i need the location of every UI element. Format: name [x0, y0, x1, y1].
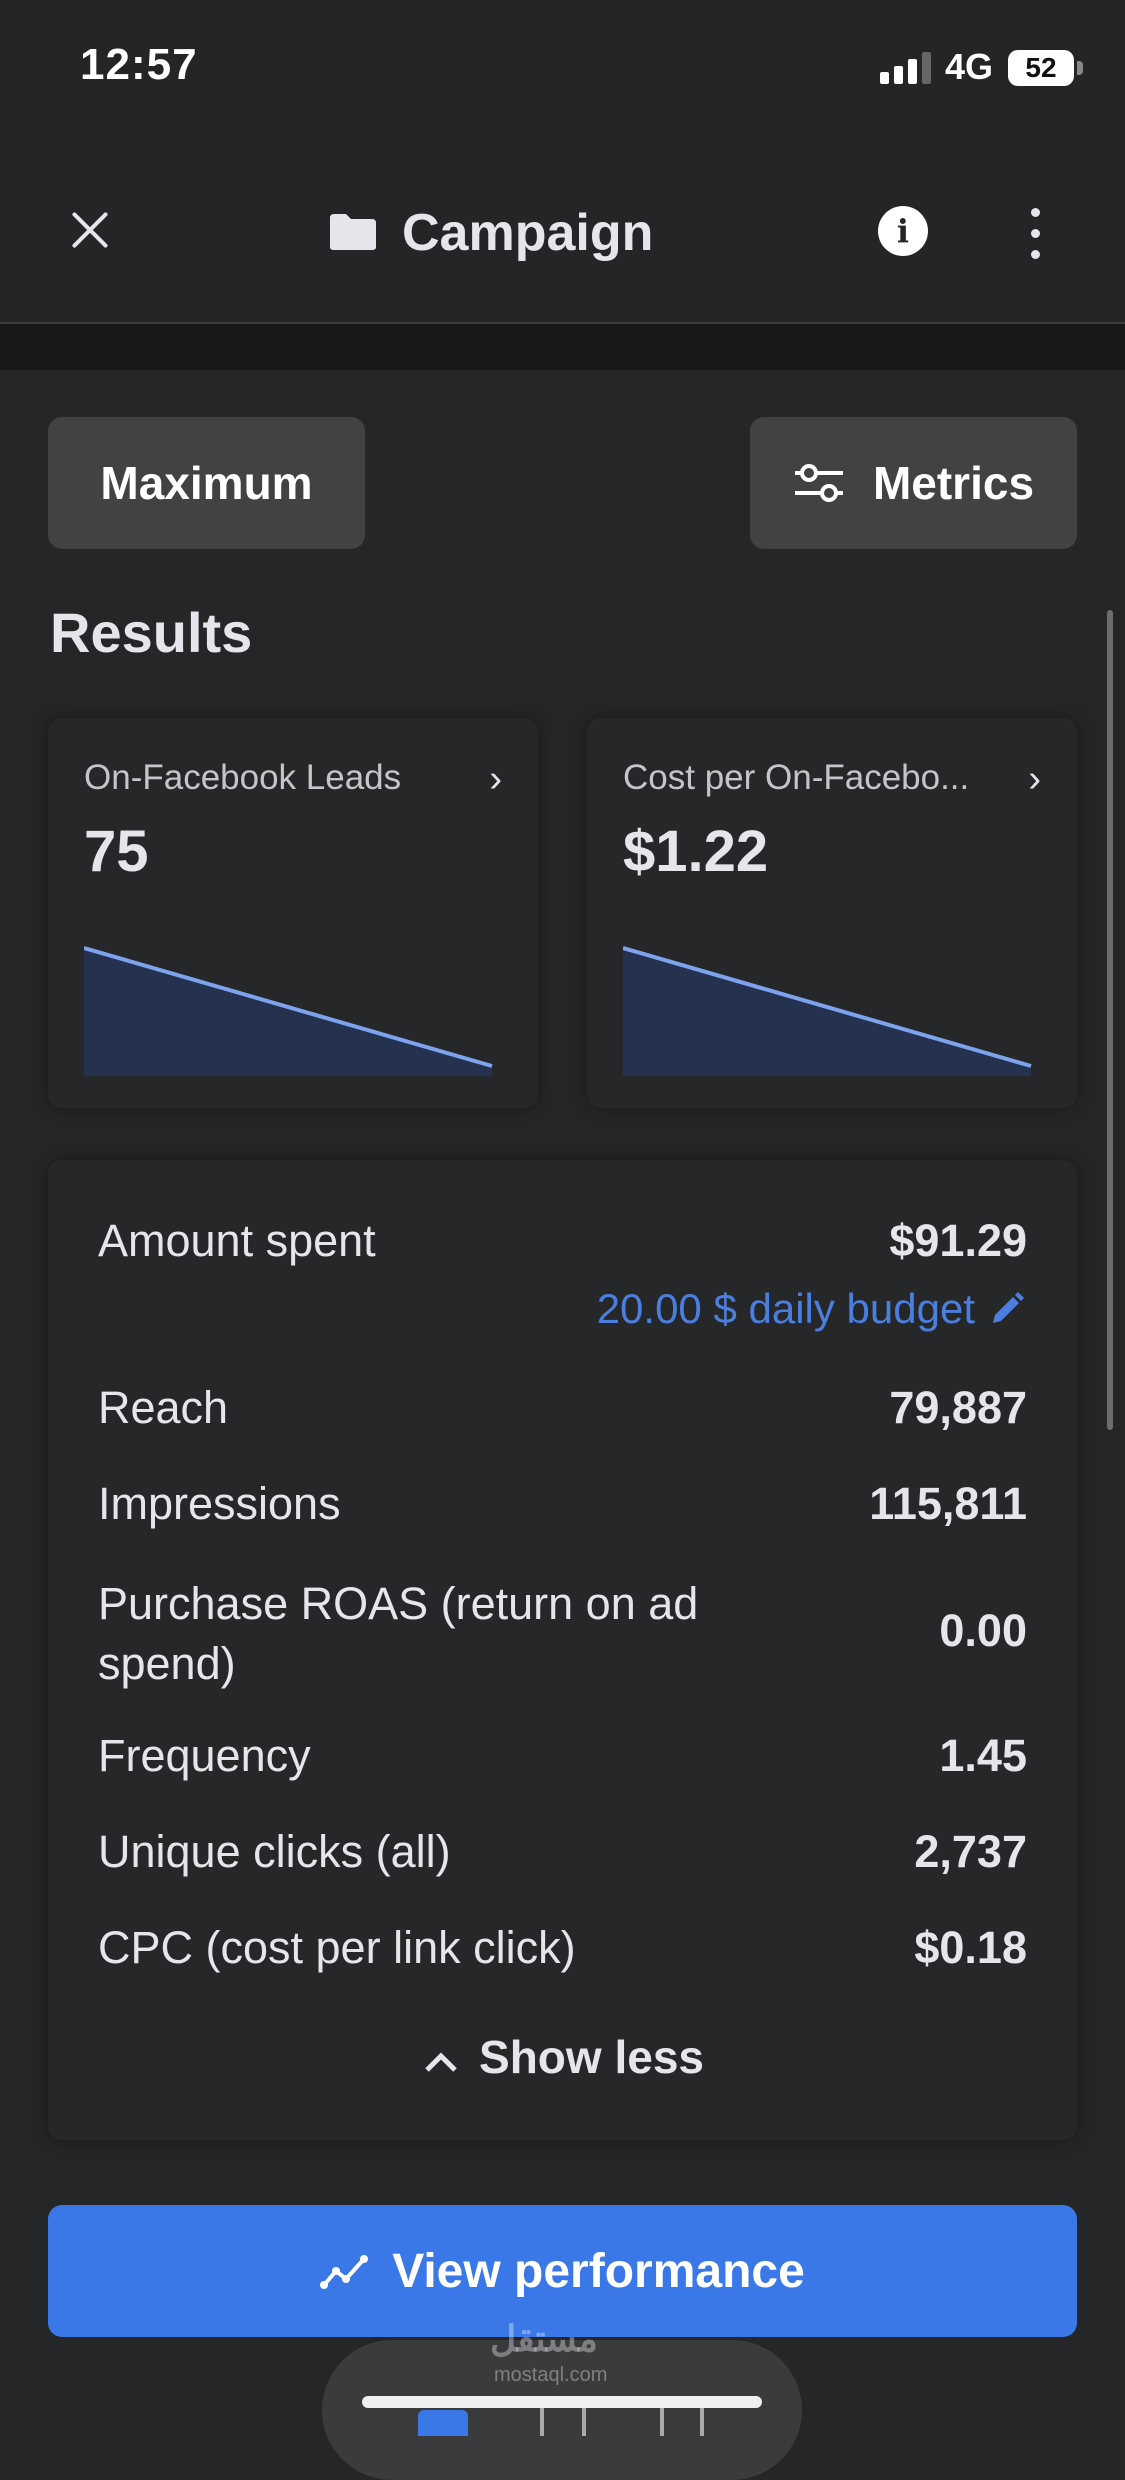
- info-icon[interactable]: i: [878, 206, 928, 256]
- daily-budget-link[interactable]: 20.00 $ daily budget: [597, 1285, 1027, 1333]
- tab-active-icon[interactable]: [418, 2410, 468, 2436]
- chevron-right-icon: ›: [1028, 758, 1041, 800]
- date-range-button[interactable]: Maximum: [48, 417, 365, 549]
- chevron-up-icon: [425, 2052, 457, 2072]
- status-bar: 12:57 4G 52: [0, 0, 1125, 140]
- section-divider: [0, 324, 1125, 370]
- frequency-value: 1.45: [939, 1730, 1027, 1781]
- trend-line-icon: [320, 2255, 369, 2289]
- pencil-icon: [993, 1292, 1024, 1323]
- close-icon[interactable]: [60, 202, 120, 262]
- status-time: 12:57: [80, 40, 198, 89]
- home-indicator: [362, 2396, 762, 2408]
- sparkline-chart: [623, 946, 1032, 1076]
- metric-card-cost-per-lead[interactable]: Cost per On-Facebo... › $1.22: [587, 718, 1077, 1108]
- cpc-value: $0.18: [914, 1922, 1027, 1973]
- scrollbar[interactable]: [1107, 610, 1113, 1430]
- sparkline-area: [623, 948, 1031, 1076]
- view-performance-label: View performance: [392, 2244, 805, 2298]
- battery-icon: 52: [1008, 50, 1074, 86]
- metrics-label: Metrics: [872, 457, 1035, 509]
- metrics-details-card: Amount spent $91.29 20.00 $ daily budget…: [48, 1160, 1077, 2140]
- watermark-logo: مستقل: [490, 2318, 598, 2359]
- sparkline-line: [623, 946, 1032, 1068]
- view-performance-button[interactable]: View performance: [48, 2205, 1077, 2337]
- unique-clicks-label: Unique clicks (all): [98, 1826, 451, 1877]
- page-title: Campaign: [402, 204, 654, 262]
- roas-label: Purchase ROAS (return on ad spend): [98, 1578, 699, 1689]
- cpc-label: CPC (cost per link click): [98, 1922, 576, 1973]
- sparkline-line: [84, 946, 493, 1068]
- daily-budget-text: 20.00 $ daily budget: [596, 1285, 975, 1332]
- sliders-icon: [794, 464, 843, 502]
- roas-value: 0.00: [939, 1605, 1027, 1656]
- impressions-value: 115,811: [869, 1478, 1027, 1529]
- amount-spent-value: $91.29: [889, 1215, 1027, 1266]
- show-less-button[interactable]: Show less: [48, 2030, 1077, 2084]
- metric-card-label: On-Facebook Leads: [84, 758, 402, 797]
- frequency-label: Frequency: [98, 1730, 311, 1781]
- top-header: Campaign i: [0, 140, 1125, 324]
- folder-icon: [330, 214, 376, 250]
- sparkline-area: [84, 948, 492, 1076]
- metrics-button[interactable]: Metrics: [750, 417, 1077, 549]
- metric-card-value: $1.22: [623, 819, 769, 884]
- unique-clicks-value: 2,737: [914, 1826, 1027, 1877]
- network-type: 4G: [945, 46, 994, 87]
- battery-tip: [1077, 61, 1083, 75]
- reach-value: 79,887: [889, 1382, 1027, 1433]
- amount-spent-label: Amount spent: [98, 1215, 376, 1266]
- show-less-label: Show less: [479, 2031, 704, 2083]
- impressions-label: Impressions: [98, 1478, 341, 1529]
- metric-card-value: 75: [84, 819, 149, 884]
- signal-icon: [880, 52, 932, 84]
- watermark-domain: mostaql.com: [494, 2364, 608, 2386]
- results-heading: Results: [50, 601, 253, 664]
- metric-card-label: Cost per On-Facebo...: [623, 758, 970, 797]
- reach-label: Reach: [98, 1382, 229, 1433]
- metric-card-leads[interactable]: On-Facebook Leads › 75: [48, 718, 538, 1108]
- more-vertical-icon[interactable]: [1020, 206, 1050, 262]
- sparkline-chart: [84, 946, 493, 1076]
- chevron-right-icon: ›: [489, 758, 502, 800]
